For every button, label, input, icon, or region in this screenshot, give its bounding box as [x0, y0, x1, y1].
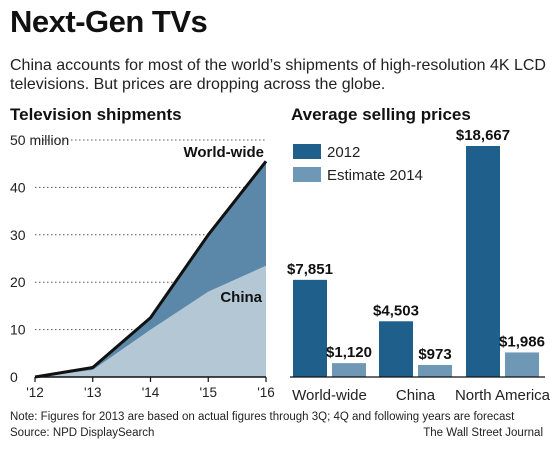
- line-worldwide: [34, 160, 268, 379]
- source-line: Source: NPD DisplaySearch: [10, 427, 155, 439]
- chart-title: Next-Gen TVs: [10, 4, 208, 39]
- x-tick-label: '15: [199, 385, 217, 400]
- shipments-panel-title: Television shipments: [10, 105, 182, 124]
- y-tick-label: 20: [10, 274, 26, 290]
- legend-label: Estimate 2014: [327, 167, 423, 184]
- series-label-china: China: [220, 289, 262, 306]
- chart-subtitle: China accounts for most of the world’s s…: [10, 57, 546, 93]
- bar-value-label: $4,503: [373, 302, 419, 319]
- x-tick-label: '14: [142, 385, 160, 400]
- bar-2012: [466, 146, 500, 377]
- x-tick-label: '16: [257, 385, 275, 400]
- area-china: [35, 265, 266, 377]
- category-label: North America: [455, 387, 551, 404]
- shipments-area-chart: 0 10 20 30 40 50 million '12 '13 '14 '15 '16 World-…: [10, 132, 275, 400]
- bar-estimate-2014: [505, 352, 539, 377]
- y-tick-label: 10: [10, 322, 26, 338]
- y-tick-label: 50 million: [10, 132, 69, 148]
- x-tick-label: '13: [84, 385, 102, 400]
- x-tick-label: '12: [26, 385, 44, 400]
- footnote: Note: Figures for 2013 are based on actu…: [10, 411, 515, 423]
- bar-2012: [379, 321, 413, 377]
- y-tick-label: 30: [10, 227, 26, 243]
- credit-line: The Wall Street Journal: [423, 427, 543, 439]
- bar-estimate-2014: [418, 364, 452, 377]
- legend-label: 2012: [327, 144, 360, 161]
- category-label: World-wide: [292, 387, 367, 404]
- bar-value-label: $973: [418, 346, 451, 363]
- legend-swatch: [293, 167, 321, 182]
- bar-value-label: $18,667: [456, 127, 510, 144]
- prices-bar-chart: $7,851 $1,120 World-wide $4,503 $973 China $18…: [287, 127, 551, 404]
- y-tick-label: 40: [10, 179, 26, 195]
- y-tick-label: 0: [10, 369, 18, 385]
- series-label-worldwide: World-wide: [183, 144, 264, 161]
- bar-value-label: $7,851: [287, 261, 333, 278]
- bar-estimate-2014: [332, 363, 366, 377]
- bar-value-label: $1,120: [326, 344, 372, 361]
- legend-swatch: [293, 144, 321, 159]
- category-label: China: [396, 387, 436, 404]
- bar-2012: [293, 279, 327, 377]
- bar-value-label: $1,986: [499, 333, 545, 350]
- prices-panel-title: Average selling prices: [291, 105, 471, 124]
